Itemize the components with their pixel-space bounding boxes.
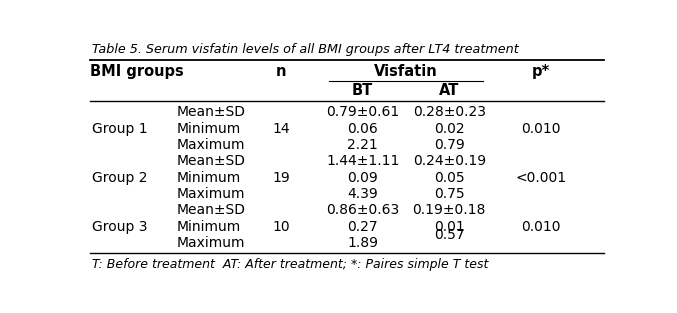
- Text: Table 5. Serum visfatin levels of all BMI groups after LT4 treatment: Table 5. Serum visfatin levels of all BM…: [92, 43, 519, 56]
- Text: 4.39: 4.39: [347, 187, 378, 201]
- Text: 0.24±0.19: 0.24±0.19: [413, 154, 486, 168]
- Text: n: n: [276, 64, 286, 79]
- Text: Group 2: Group 2: [93, 171, 148, 185]
- Text: 0.09: 0.09: [347, 171, 378, 185]
- Text: <0.001: <0.001: [515, 171, 567, 185]
- Text: 10: 10: [273, 220, 290, 233]
- Text: BMI groups: BMI groups: [90, 64, 183, 79]
- Text: T: Before treatment  AT: After treatment; *: Paires simple T test: T: Before treatment AT: After treatment;…: [92, 258, 488, 271]
- Text: AT: AT: [439, 83, 460, 98]
- Text: Maximum: Maximum: [177, 187, 245, 201]
- Text: 0.010: 0.010: [521, 122, 561, 136]
- Text: 0.01: 0.01: [434, 220, 464, 233]
- Text: p*: p*: [532, 64, 550, 79]
- Text: 2.21: 2.21: [347, 138, 378, 152]
- Text: 0.27: 0.27: [347, 220, 378, 233]
- Text: 0.28±0.23: 0.28±0.23: [413, 105, 486, 119]
- Text: 0.57: 0.57: [434, 228, 464, 242]
- Text: Mean±SD: Mean±SD: [177, 154, 246, 168]
- Text: 1.89: 1.89: [347, 236, 378, 250]
- Text: 0.02: 0.02: [434, 122, 464, 136]
- Text: 0.79: 0.79: [434, 138, 464, 152]
- Text: 0.75: 0.75: [434, 187, 464, 201]
- Text: Minimum: Minimum: [177, 122, 241, 136]
- Text: Minimum: Minimum: [177, 171, 241, 185]
- Text: Maximum: Maximum: [177, 138, 245, 152]
- Text: Minimum: Minimum: [177, 220, 241, 233]
- Text: 1.44±1.11: 1.44±1.11: [326, 154, 399, 168]
- Text: 0.19±0.18: 0.19±0.18: [412, 203, 486, 217]
- Text: 14: 14: [273, 122, 290, 136]
- Text: Group 1: Group 1: [93, 122, 148, 136]
- Text: 0.05: 0.05: [434, 171, 464, 185]
- Text: Visfatin: Visfatin: [374, 64, 438, 79]
- Text: 0.06: 0.06: [347, 122, 378, 136]
- Text: 0.86±0.63: 0.86±0.63: [326, 203, 399, 217]
- Text: Maximum: Maximum: [177, 236, 245, 250]
- Text: 0.010: 0.010: [521, 220, 561, 233]
- Text: Mean±SD: Mean±SD: [177, 203, 246, 217]
- Text: Group 3: Group 3: [93, 220, 148, 233]
- Text: 0.79±0.61: 0.79±0.61: [326, 105, 399, 119]
- Text: Mean±SD: Mean±SD: [177, 105, 246, 119]
- Text: 19: 19: [273, 171, 290, 185]
- Text: BT: BT: [352, 83, 373, 98]
